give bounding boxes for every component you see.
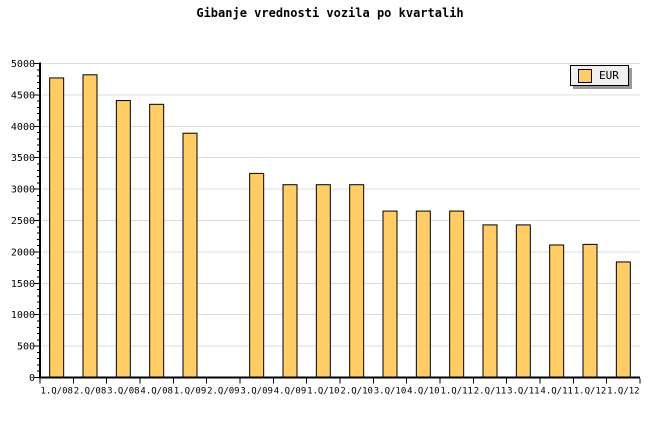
y-tick-label: 3000 <box>11 185 35 196</box>
bar-3.Q/08 <box>115 100 131 378</box>
bar-3.Q/11 <box>515 224 531 378</box>
bar-1.Q/08 <box>49 77 65 378</box>
bar-4.Q/10 <box>415 210 431 378</box>
x-tick-label: 2.Q/11 <box>474 387 507 397</box>
y-tick-label: 500 <box>17 342 35 353</box>
x-tick-label: 1.Q/11 <box>440 387 473 397</box>
bar-1.Q/10 <box>315 184 331 378</box>
chart-title: Gibanje vrednosti vozila po kvartalih <box>196 6 464 20</box>
x-tick-label: 1.Q/08 <box>40 387 73 397</box>
y-tick-label: 3500 <box>11 153 35 164</box>
bar-4.Q/09 <box>282 184 298 378</box>
x-tick-label: 4.Q/09 <box>274 387 307 397</box>
x-tick-label: 3.Q/08 <box>107 387 140 397</box>
legend-label: EUR <box>599 69 619 82</box>
x-tick-label: 4.Q/10 <box>407 387 440 397</box>
x-tick-label: 1.Q/09 <box>174 387 207 397</box>
y-tick-label: 2000 <box>11 247 35 258</box>
bar-3.Q/09 <box>249 172 265 378</box>
x-tick-label: 3.Q/10 <box>374 387 407 397</box>
bar-2.Q/10 <box>349 184 365 378</box>
x-tick-label: 3.Q/11 <box>507 387 540 397</box>
bar-1.Q/11 <box>449 210 465 378</box>
y-tick-label: 4000 <box>11 122 35 133</box>
x-tick-label: 1.Q/12 <box>607 387 640 397</box>
bar-1.Q/12 <box>582 243 598 378</box>
x-tick-label: 4.Q/11 <box>540 387 573 397</box>
legend: EUR <box>570 65 629 86</box>
bar-3.Q/10 <box>382 210 398 378</box>
y-tick-label: 2500 <box>11 216 35 227</box>
x-tick-label: 1.Q/10 <box>307 387 340 397</box>
x-tick-label: 4.Q/08 <box>140 387 173 397</box>
y-tick-label: 4500 <box>11 90 35 101</box>
bar-4.Q/08 <box>149 103 165 378</box>
y-tick-label: 1000 <box>11 310 35 321</box>
legend-swatch-eur <box>578 68 592 83</box>
x-tick-label: 2.Q/08 <box>74 387 107 397</box>
bar-2.Q/11 <box>482 224 498 378</box>
y-tick-label: 5000 <box>11 59 35 70</box>
x-tick-label: 3.Q/09 <box>240 387 273 397</box>
x-tick-label: 2.Q/10 <box>340 387 373 397</box>
x-tick-label: 2.Q/09 <box>207 387 240 397</box>
bar-1.Q/09 <box>182 132 198 378</box>
bar-1.Q/12 <box>615 261 631 378</box>
y-tick-label: 0 <box>29 373 35 384</box>
x-tick-label: 1.Q/12 <box>574 387 607 397</box>
y-tick-label: 1500 <box>11 279 35 290</box>
bar-4.Q/11 <box>549 244 565 378</box>
bar-2.Q/08 <box>82 74 98 379</box>
